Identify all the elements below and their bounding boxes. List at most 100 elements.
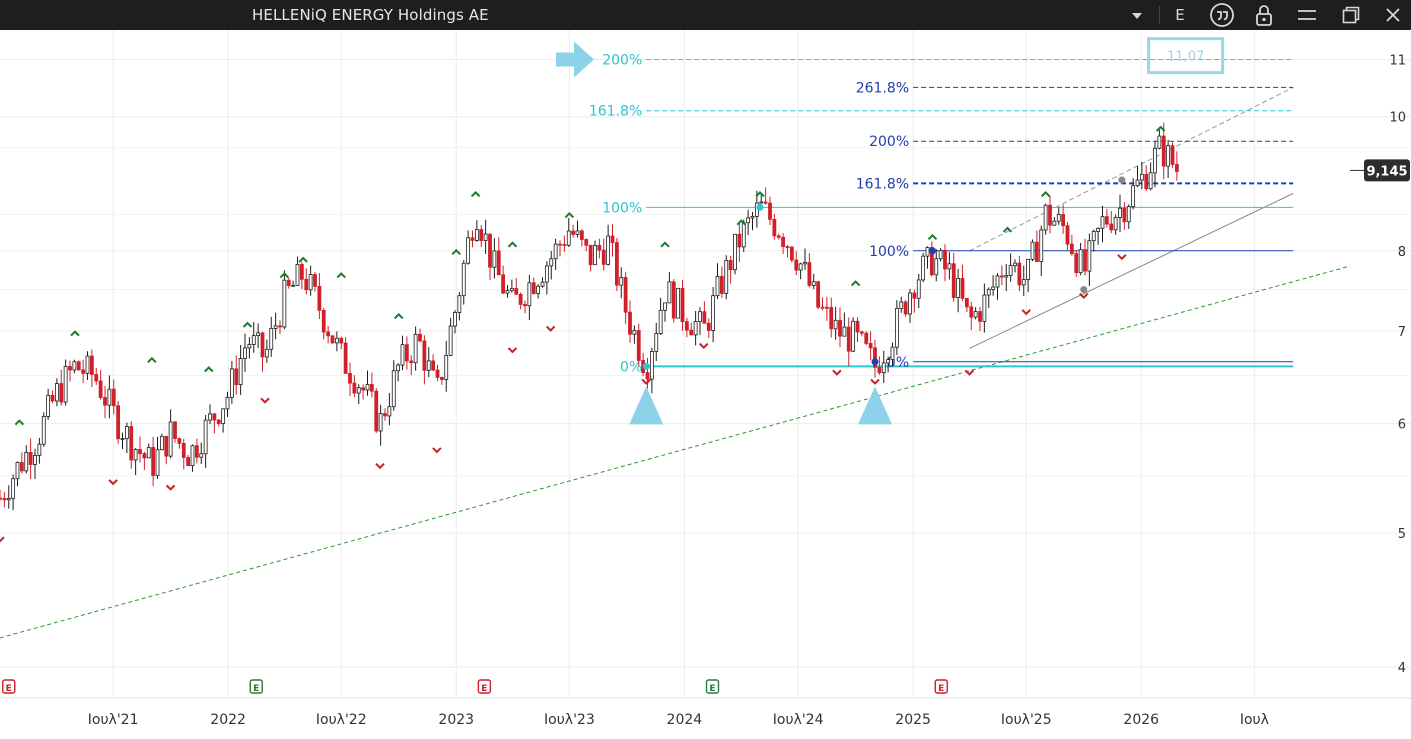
candle (1026, 258, 1031, 293)
candle-body (776, 235, 781, 238)
candle-body (1157, 135, 1162, 149)
candle (1113, 214, 1118, 235)
candle (1048, 195, 1052, 234)
candle (715, 263, 720, 300)
candle (199, 442, 204, 465)
candle-body (969, 306, 974, 318)
candle-body (1170, 145, 1175, 165)
candle-body (492, 250, 497, 268)
candle (1139, 161, 1144, 190)
candle-body (676, 287, 681, 319)
chart-area[interactable]: 200% 161.8% 100% 0% 261.8% 200% 161.8% 100% 0% 1… (0, 30, 1411, 734)
fib-blue-label: 0% (887, 355, 909, 371)
candle (453, 310, 457, 334)
candle (229, 360, 234, 404)
last-price-badge (1364, 159, 1410, 182)
candle-body (76, 361, 81, 371)
candle-body (820, 306, 825, 309)
candle (671, 279, 676, 323)
candle-body (1087, 240, 1092, 272)
candle (794, 251, 799, 276)
candle-body (527, 282, 532, 307)
candle-body (829, 307, 834, 330)
candle (470, 230, 475, 248)
candle-body (229, 368, 234, 398)
candle (466, 230, 471, 265)
candle-body (951, 263, 956, 298)
candle (146, 443, 151, 459)
quote-icon[interactable] (1206, 0, 1238, 30)
candle-body (1074, 253, 1079, 274)
candle (929, 241, 934, 277)
candle-body (943, 250, 947, 270)
close-icon[interactable] (1378, 0, 1408, 30)
x-tick-label: Ιουλ'24 (773, 712, 824, 728)
event-label: E (481, 684, 487, 694)
candle (960, 264, 965, 302)
candle (164, 435, 169, 465)
candle (1056, 207, 1061, 225)
candle (890, 342, 895, 367)
candle-body (684, 321, 689, 331)
x-tick-label: 2026 (1123, 712, 1159, 728)
event-label: E (253, 684, 259, 694)
candle-body (1052, 220, 1057, 226)
candle-body (321, 309, 326, 333)
event-marker: E (477, 679, 492, 694)
candle-body (536, 285, 541, 294)
candle (536, 284, 541, 299)
candle-body (470, 237, 475, 241)
candle-body (1061, 214, 1066, 227)
candle-body (1113, 217, 1118, 231)
candle (768, 196, 772, 226)
minimize-icon[interactable] (1292, 0, 1322, 30)
candle (391, 360, 396, 411)
lock-icon[interactable] (1250, 0, 1278, 30)
caret-down-icon[interactable] (1122, 0, 1152, 30)
candle-body (711, 295, 716, 331)
candle (1118, 194, 1122, 233)
candle-body (474, 229, 479, 241)
candle-body (461, 262, 466, 297)
candle-body (1069, 243, 1074, 255)
candle (1170, 142, 1175, 168)
candle-body (601, 249, 606, 265)
candle-body (238, 358, 243, 386)
candle (842, 312, 847, 337)
restore-icon[interactable] (1336, 0, 1366, 30)
candle (584, 238, 589, 252)
peak-marker (1002, 226, 1013, 233)
trough-marker (1117, 254, 1127, 261)
candle (711, 286, 716, 343)
candle-body (15, 462, 20, 480)
candle-body (378, 413, 383, 432)
trough-marker (964, 369, 975, 376)
candle (181, 438, 186, 470)
candle (623, 271, 628, 325)
candle-body (649, 351, 654, 380)
candle (820, 297, 825, 311)
mode-button[interactable]: E (1175, 6, 1185, 24)
trough-marker (699, 342, 709, 350)
price-chart[interactable]: 200% 161.8% 100% 0% 261.8% 200% 161.8% 100% 0% 1… (0, 30, 1411, 734)
candle (540, 277, 545, 288)
candle (238, 345, 243, 395)
candle-body (514, 288, 519, 295)
candle-body (899, 301, 904, 309)
candle (400, 335, 405, 371)
candle-body (597, 244, 602, 251)
candle (527, 274, 532, 321)
candle (881, 350, 886, 383)
candle (544, 261, 549, 295)
candle (636, 323, 641, 367)
x-tick-label: Ιουλ (1240, 712, 1269, 728)
candle (579, 229, 584, 247)
anchor-dot (871, 358, 879, 366)
candle-body (1174, 164, 1179, 172)
candle (85, 351, 90, 380)
candle (1013, 259, 1017, 273)
candle-body (851, 320, 856, 352)
candle (1104, 208, 1109, 228)
candle (886, 356, 891, 373)
candle (439, 376, 444, 385)
